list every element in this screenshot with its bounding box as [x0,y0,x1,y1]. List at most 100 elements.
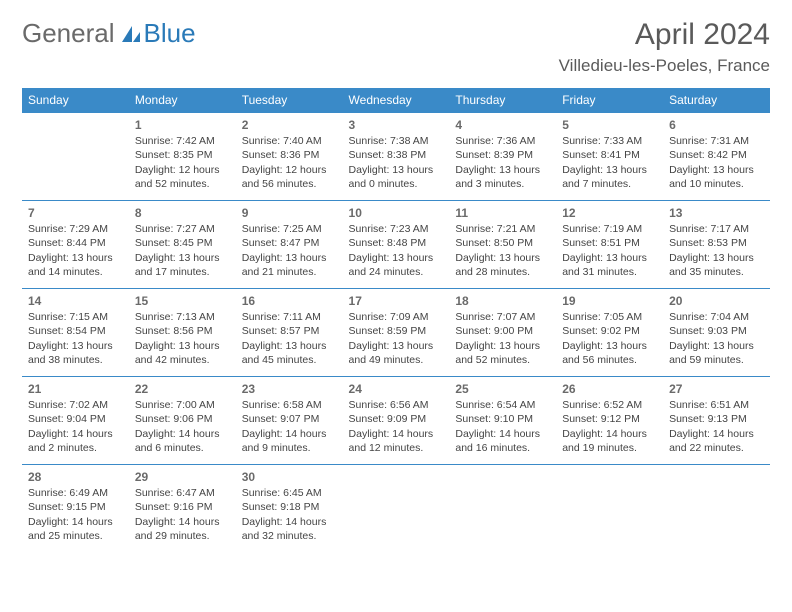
calendar-row: 7Sunrise: 7:29 AMSunset: 8:44 PMDaylight… [22,201,770,289]
sunrise-line: Sunrise: 7:02 AM [28,398,123,412]
daylight-line: Daylight: 14 hours and 2 minutes. [28,427,123,455]
day-number: 9 [242,205,337,221]
daylight-line: Daylight: 13 hours and 42 minutes. [135,339,230,367]
day-number: 2 [242,117,337,133]
sunrise-line: Sunrise: 7:42 AM [135,134,230,148]
daylight-line: Daylight: 14 hours and 25 minutes. [28,515,123,543]
sunset-line: Sunset: 8:50 PM [455,236,550,250]
day-cell-8: 8Sunrise: 7:27 AMSunset: 8:45 PMDaylight… [129,201,236,289]
day-number: 10 [349,205,444,221]
sunrise-line: Sunrise: 6:49 AM [28,486,123,500]
sunrise-line: Sunrise: 6:54 AM [455,398,550,412]
day-cell-21: 21Sunrise: 7:02 AMSunset: 9:04 PMDayligh… [22,377,129,465]
day-number: 3 [349,117,444,133]
daylight-line: Daylight: 13 hours and 17 minutes. [135,251,230,279]
sunrise-line: Sunrise: 7:00 AM [135,398,230,412]
sunrise-line: Sunrise: 6:47 AM [135,486,230,500]
header: General Blue April 2024 Villedieu-les-Po… [22,18,770,76]
sunset-line: Sunset: 8:51 PM [562,236,657,250]
day-cell-26: 26Sunrise: 6:52 AMSunset: 9:12 PMDayligh… [556,377,663,465]
day-number: 14 [28,293,123,309]
day-number: 23 [242,381,337,397]
sunset-line: Sunset: 8:36 PM [242,148,337,162]
sunset-line: Sunset: 9:16 PM [135,500,230,514]
empty-cell [22,113,129,201]
day-cell-23: 23Sunrise: 6:58 AMSunset: 9:07 PMDayligh… [236,377,343,465]
day-cell-29: 29Sunrise: 6:47 AMSunset: 9:16 PMDayligh… [129,465,236,553]
daylight-line: Daylight: 14 hours and 32 minutes. [242,515,337,543]
day-cell-6: 6Sunrise: 7:31 AMSunset: 8:42 PMDaylight… [663,113,770,201]
day-cell-3: 3Sunrise: 7:38 AMSunset: 8:38 PMDaylight… [343,113,450,201]
day-number: 1 [135,117,230,133]
calendar-row: 14Sunrise: 7:15 AMSunset: 8:54 PMDayligh… [22,289,770,377]
day-number: 24 [349,381,444,397]
day-cell-7: 7Sunrise: 7:29 AMSunset: 8:44 PMDaylight… [22,201,129,289]
sunrise-line: Sunrise: 6:52 AM [562,398,657,412]
day-cell-16: 16Sunrise: 7:11 AMSunset: 8:57 PMDayligh… [236,289,343,377]
day-header-saturday: Saturday [663,88,770,113]
day-number: 6 [669,117,764,133]
sunset-line: Sunset: 8:54 PM [28,324,123,338]
day-number: 28 [28,469,123,485]
day-number: 11 [455,205,550,221]
sunset-line: Sunset: 9:18 PM [242,500,337,514]
daylight-line: Daylight: 12 hours and 56 minutes. [242,163,337,191]
empty-cell [556,465,663,553]
day-header-wednesday: Wednesday [343,88,450,113]
day-header-tuesday: Tuesday [236,88,343,113]
sunset-line: Sunset: 9:03 PM [669,324,764,338]
sunset-line: Sunset: 8:47 PM [242,236,337,250]
day-number: 20 [669,293,764,309]
calendar-body: 1Sunrise: 7:42 AMSunset: 8:35 PMDaylight… [22,113,770,553]
sunrise-line: Sunrise: 7:38 AM [349,134,444,148]
day-cell-19: 19Sunrise: 7:05 AMSunset: 9:02 PMDayligh… [556,289,663,377]
daylight-line: Daylight: 14 hours and 16 minutes. [455,427,550,455]
daylight-line: Daylight: 14 hours and 29 minutes. [135,515,230,543]
day-cell-11: 11Sunrise: 7:21 AMSunset: 8:50 PMDayligh… [449,201,556,289]
daylight-line: Daylight: 13 hours and 49 minutes. [349,339,444,367]
day-cell-24: 24Sunrise: 6:56 AMSunset: 9:09 PMDayligh… [343,377,450,465]
sunset-line: Sunset: 9:09 PM [349,412,444,426]
daylight-line: Daylight: 13 hours and 7 minutes. [562,163,657,191]
sunrise-line: Sunrise: 6:51 AM [669,398,764,412]
month-title: April 2024 [559,18,770,52]
day-header-monday: Monday [129,88,236,113]
location-subtitle: Villedieu-les-Poeles, France [559,56,770,76]
daylight-line: Daylight: 13 hours and 10 minutes. [669,163,764,191]
sunrise-line: Sunrise: 7:33 AM [562,134,657,148]
sunset-line: Sunset: 9:07 PM [242,412,337,426]
day-number: 12 [562,205,657,221]
sunset-line: Sunset: 9:04 PM [28,412,123,426]
day-header-thursday: Thursday [449,88,556,113]
title-block: April 2024 Villedieu-les-Poeles, France [559,18,770,76]
sunset-line: Sunset: 8:48 PM [349,236,444,250]
daylight-line: Daylight: 13 hours and 59 minutes. [669,339,764,367]
calendar-row: 21Sunrise: 7:02 AMSunset: 9:04 PMDayligh… [22,377,770,465]
daylight-line: Daylight: 13 hours and 24 minutes. [349,251,444,279]
day-number: 27 [669,381,764,397]
sunrise-line: Sunrise: 7:23 AM [349,222,444,236]
sunset-line: Sunset: 9:12 PM [562,412,657,426]
day-number: 30 [242,469,337,485]
sunrise-line: Sunrise: 7:40 AM [242,134,337,148]
sunrise-line: Sunrise: 7:17 AM [669,222,764,236]
sunrise-line: Sunrise: 7:27 AM [135,222,230,236]
daylight-line: Daylight: 12 hours and 52 minutes. [135,163,230,191]
empty-cell [449,465,556,553]
day-number: 25 [455,381,550,397]
sunset-line: Sunset: 9:10 PM [455,412,550,426]
daylight-line: Daylight: 13 hours and 38 minutes. [28,339,123,367]
day-number: 19 [562,293,657,309]
logo: General Blue [22,18,196,49]
day-header-friday: Friday [556,88,663,113]
calendar-head: SundayMondayTuesdayWednesdayThursdayFrid… [22,88,770,113]
day-number: 29 [135,469,230,485]
daylight-line: Daylight: 14 hours and 22 minutes. [669,427,764,455]
sunset-line: Sunset: 8:53 PM [669,236,764,250]
sunrise-line: Sunrise: 7:31 AM [669,134,764,148]
day-cell-14: 14Sunrise: 7:15 AMSunset: 8:54 PMDayligh… [22,289,129,377]
day-cell-20: 20Sunrise: 7:04 AMSunset: 9:03 PMDayligh… [663,289,770,377]
sunrise-line: Sunrise: 7:19 AM [562,222,657,236]
sunset-line: Sunset: 8:35 PM [135,148,230,162]
logo-text-blue: Blue [144,18,196,49]
